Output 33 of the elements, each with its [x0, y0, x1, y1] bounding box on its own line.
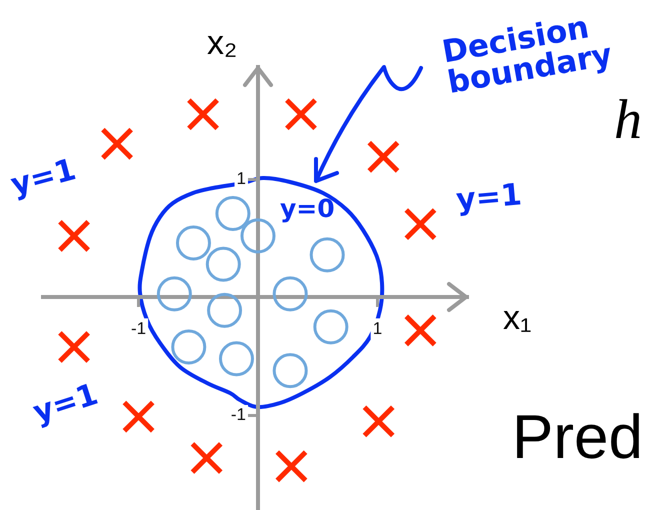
point [100, 127, 134, 160]
point [240, 218, 276, 254]
point [57, 330, 91, 364]
point [272, 276, 308, 312]
point [274, 450, 308, 483]
point [176, 226, 211, 261]
annotation: Decision boundary [439, 8, 616, 102]
annotation: y=1 [29, 376, 102, 430]
point [284, 98, 318, 131]
annotation: y=1 [454, 177, 524, 218]
annotation: y=1 [7, 152, 80, 203]
x-axis-title: x₁ [503, 299, 532, 338]
point [186, 98, 220, 131]
point [310, 237, 345, 272]
point [215, 196, 250, 231]
point [156, 276, 192, 312]
y-axis-title: x₂ [206, 24, 238, 62]
point [57, 219, 91, 253]
annotation: y=0 [280, 194, 335, 223]
point [207, 292, 242, 328]
text: h [614, 89, 642, 151]
point [171, 329, 206, 364]
point [366, 140, 400, 174]
point [313, 309, 348, 344]
point [190, 441, 224, 475]
point [404, 314, 438, 348]
text: Pred [512, 403, 643, 472]
point [362, 404, 396, 438]
point [218, 341, 254, 376]
point [404, 207, 438, 241]
point [206, 246, 241, 282]
point [122, 400, 156, 434]
point [272, 353, 308, 388]
